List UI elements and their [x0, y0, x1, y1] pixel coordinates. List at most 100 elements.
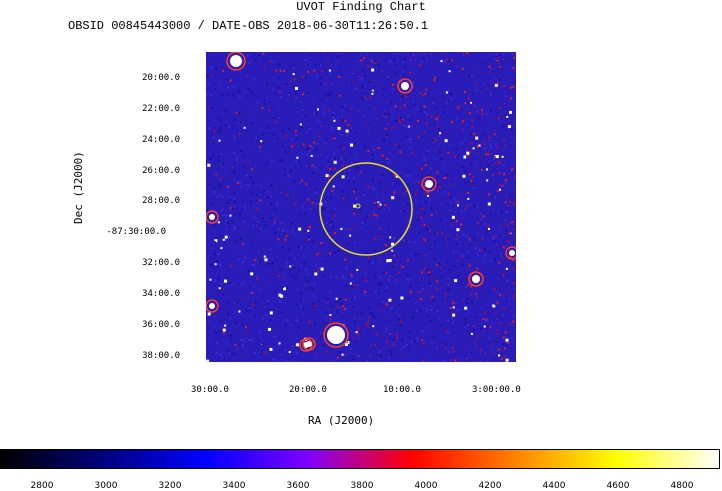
noise-pixel [414, 115, 415, 116]
noise-pixel [219, 85, 220, 86]
noise-pixel [245, 326, 247, 328]
noise-pixel [253, 94, 254, 95]
noise-pixel [447, 228, 448, 229]
noise-pixel [305, 233, 306, 234]
noise-pixel [511, 293, 512, 294]
noise-pixel [261, 200, 263, 202]
noise-pixel [285, 231, 287, 233]
noise-pixel [289, 265, 291, 267]
noise-pixel [226, 317, 227, 318]
noise-pixel [515, 215, 516, 216]
noise-pixel [412, 357, 413, 358]
noise-pixel [503, 246, 505, 248]
noise-pixel [504, 96, 506, 98]
noise-pixel [210, 185, 211, 186]
noise-pixel [502, 156, 504, 158]
noise-pixel [393, 191, 395, 193]
noise-pixel [232, 221, 234, 223]
noise-pixel [359, 319, 360, 320]
noise-pixel [372, 154, 374, 156]
bright-star [209, 303, 215, 309]
noise-pixel [213, 119, 215, 121]
noise-pixel [254, 142, 255, 143]
noise-pixel [327, 302, 328, 303]
noise-pixel [332, 129, 333, 130]
noise-pixel [234, 322, 236, 324]
noise-pixel [346, 288, 347, 289]
noise-pixel [354, 321, 356, 323]
noise-pixel [372, 238, 373, 239]
noise-pixel [262, 218, 264, 220]
noise-pixel [326, 81, 327, 82]
noise-pixel [386, 97, 387, 98]
noise-pixel [506, 211, 508, 213]
noise-pixel [392, 342, 393, 343]
noise-pixel [426, 113, 428, 115]
noise-pixel [384, 304, 385, 305]
noise-pixel [427, 174, 429, 176]
noise-pixel [404, 59, 406, 61]
noise-pixel [250, 272, 253, 275]
noise-pixel [317, 180, 318, 181]
noise-pixel [491, 303, 492, 304]
noise-pixel [400, 76, 401, 77]
noise-pixel [364, 358, 365, 359]
noise-pixel [236, 302, 238, 304]
noise-pixel [441, 232, 443, 234]
noise-pixel [287, 180, 288, 181]
noise-pixel [260, 263, 261, 264]
noise-pixel [439, 132, 441, 134]
noise-pixel [336, 298, 338, 300]
noise-pixel [291, 275, 293, 277]
noise-pixel [420, 217, 422, 219]
noise-pixel [234, 119, 236, 121]
noise-pixel [498, 95, 499, 96]
noise-pixel [342, 119, 344, 121]
noise-pixel [270, 319, 272, 321]
noise-pixel [315, 64, 317, 66]
noise-pixel [335, 355, 336, 356]
noise-pixel [471, 253, 472, 254]
noise-pixel [414, 59, 415, 60]
noise-pixel [230, 171, 231, 172]
noise-pixel [229, 353, 231, 355]
noise-pixel [367, 333, 369, 335]
noise-pixel [494, 304, 495, 305]
noise-pixel [230, 199, 231, 200]
noise-pixel [400, 324, 402, 326]
noise-pixel [234, 302, 236, 304]
noise-pixel [379, 326, 380, 327]
noise-pixel [500, 68, 502, 70]
noise-pixel [430, 207, 432, 209]
noise-pixel [260, 289, 262, 291]
noise-pixel [400, 321, 402, 323]
noise-pixel [321, 268, 324, 271]
noise-pixel [305, 232, 306, 233]
noise-pixel [448, 60, 450, 62]
noise-pixel [270, 137, 271, 138]
noise-pixel [223, 110, 224, 111]
noise-pixel [424, 159, 426, 161]
noise-pixel [243, 149, 244, 150]
noise-pixel [438, 168, 439, 169]
noise-pixel [214, 191, 216, 193]
noise-pixel [463, 307, 464, 308]
noise-pixel [463, 157, 464, 158]
noise-pixel [373, 107, 374, 108]
noise-pixel [503, 140, 505, 142]
colorbar-tick-label: 3200 [159, 481, 182, 491]
noise-pixel [461, 210, 463, 212]
noise-pixel [329, 351, 330, 352]
noise-pixel [312, 288, 314, 290]
noise-pixel [408, 345, 410, 347]
noise-pixel [352, 350, 353, 351]
noise-pixel [280, 84, 281, 85]
noise-pixel [274, 232, 276, 234]
noise-pixel [420, 161, 421, 162]
noise-pixel [438, 177, 439, 178]
noise-pixel [417, 190, 418, 191]
noise-pixel [244, 340, 245, 341]
noise-pixel [236, 96, 237, 97]
noise-pixel [353, 213, 355, 215]
noise-pixel [215, 174, 216, 175]
